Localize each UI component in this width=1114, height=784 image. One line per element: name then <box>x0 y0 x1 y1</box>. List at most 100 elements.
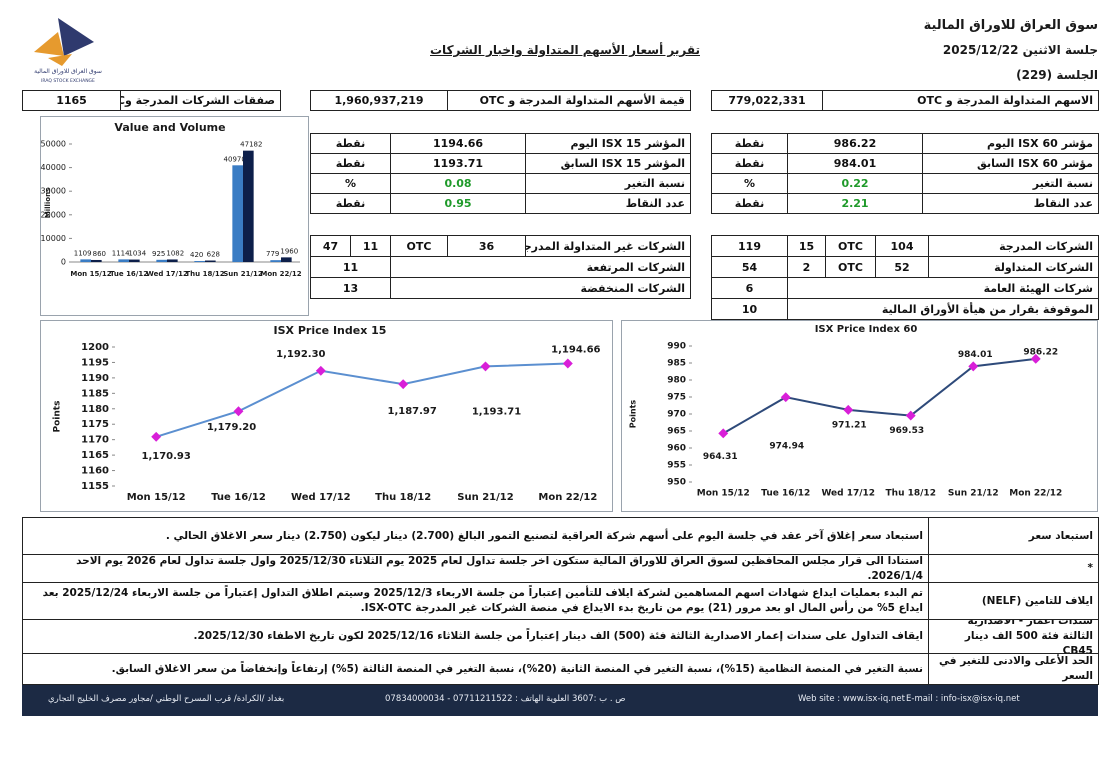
note-label: سندات اعمار - الاصدارية الثالثة فئة 500 … <box>928 619 1099 654</box>
y-axis-label: Millions <box>44 188 52 219</box>
row-label: الموقوفة بقرار من هيأة الأوراق المالية <box>787 298 1099 320</box>
row-label: المؤشر ISX 15 السابق <box>525 153 691 174</box>
bar <box>232 165 243 262</box>
data-label: 971.21 <box>832 420 867 430</box>
y-tick-label: 950 <box>667 478 686 488</box>
y-tick-label: 1165 <box>81 450 109 461</box>
note-label: ايلاف للتامين (NELF) <box>928 582 1099 620</box>
note-label: * <box>928 554 1099 583</box>
y-tick-label: 1175 <box>81 419 109 430</box>
marker <box>718 428 729 439</box>
bar <box>129 259 140 262</box>
y-tick-label: 1180 <box>81 404 109 415</box>
x-tick-label: Sun 21/12 <box>948 489 999 499</box>
row-label: الشركات المنخفضة <box>390 277 691 299</box>
unit: % <box>310 173 391 194</box>
x-tick-label: Mon 22/12 <box>538 492 597 503</box>
y-tick-label: 10000 <box>41 234 66 243</box>
row-label: مؤشر ISX 60 اليوم <box>922 133 1099 154</box>
y-tick-label: 1160 <box>81 466 109 477</box>
y-tick-label: 1155 <box>81 481 109 492</box>
index-value: 1194.66 <box>390 133 526 154</box>
index-value: 0.22 <box>787 173 923 194</box>
table-cell: 119 <box>711 235 788 257</box>
x-tick-label: Sun 21/12 <box>457 492 513 503</box>
table-cell: 11 <box>350 235 391 257</box>
row-label: الشركات المتداولة <box>928 256 1099 278</box>
data-label: 779 <box>266 250 279 258</box>
row-label: الشركات غير المتداولة المدرجة <box>525 235 691 257</box>
summary-label: قيمة الأسهم المتداولة المدرجة و OTC <box>447 90 691 111</box>
table-cell: OTC <box>390 235 448 257</box>
logo-shape <box>34 32 64 56</box>
y-tick-label: 1195 <box>81 357 109 368</box>
marker <box>480 361 491 372</box>
row-label: الشركات المدرجة <box>928 235 1099 257</box>
y-axis-label: Points <box>53 401 63 433</box>
session-date: جلسة الاثنين 2025/12/22 <box>942 43 1098 57</box>
note-label: استبعاد سعر <box>928 517 1099 555</box>
chart-frame <box>40 116 309 316</box>
index-value: 0.95 <box>390 193 526 214</box>
unit: % <box>711 173 788 194</box>
y-tick-label: 1185 <box>81 388 109 399</box>
y-tick-label: 975 <box>667 393 686 403</box>
data-label: 1,170.93 <box>141 451 190 462</box>
table-cell: 52 <box>875 256 929 278</box>
exchange-name: سوق العراق للاوراق المالية <box>923 18 1098 33</box>
table-cell: 2 <box>787 256 826 278</box>
bar <box>80 259 91 262</box>
table-cell: 13 <box>310 277 391 299</box>
table-cell: 11 <box>310 256 391 278</box>
data-label: 1109 <box>74 249 92 257</box>
table-cell: 10 <box>711 298 788 320</box>
unit: نقطة <box>310 193 391 214</box>
data-label: 974.94 <box>769 442 804 452</box>
bar <box>167 259 178 262</box>
footer-phone: ص . ب :3607 العلوية الهاتف : 07711211522… <box>385 694 626 704</box>
summary-label: الاسهم المتداولة المدرجة و OTC <box>822 90 1099 111</box>
data-label: 1,193.71 <box>472 406 521 417</box>
bar <box>194 261 205 262</box>
data-label: 1,187.97 <box>387 406 436 417</box>
row-label: المؤشر ISX 15 اليوم <box>525 133 691 154</box>
marker <box>315 365 326 376</box>
note-text: استبعاد سعر إغلاق آخر عقد في جلسة اليوم … <box>22 517 929 555</box>
marker <box>562 358 573 369</box>
chart-title: ISX Price Index 15 <box>274 324 387 337</box>
unit: نقطة <box>310 133 391 154</box>
line <box>722 357 1036 435</box>
x-tick-label: Wed 17/12 <box>291 492 351 503</box>
data-label: 628 <box>207 251 220 259</box>
x-tick-label: Tue 16/12 <box>761 489 810 499</box>
bar <box>91 259 102 262</box>
index-value: 986.22 <box>787 133 923 154</box>
row-label: نسبة التغير <box>922 173 1099 194</box>
x-tick-label: Mon 22/12 <box>260 270 301 278</box>
unit: نقطة <box>711 153 788 174</box>
y-tick-label: 970 <box>667 410 686 420</box>
y-tick-label: 30000 <box>41 187 66 196</box>
data-label: 1114 <box>112 249 130 257</box>
table-cell: 47 <box>310 235 351 257</box>
data-label: 1034 <box>128 250 146 258</box>
data-label: 969.53 <box>889 426 924 436</box>
y-tick-label: 955 <box>667 461 686 471</box>
footer-website: Web site : www.isx-iq.net <box>798 694 905 704</box>
table-cell: OTC <box>825 256 876 278</box>
table-cell: 104 <box>875 235 929 257</box>
x-tick-label: Sun 21/12 <box>223 270 263 278</box>
logo-shape <box>58 18 94 56</box>
marker <box>780 392 791 403</box>
bar <box>243 150 254 262</box>
row-label: مؤشر ISX 60 السابق <box>922 153 1099 174</box>
y-tick-label: 50000 <box>41 140 66 149</box>
marker <box>843 404 854 415</box>
unit: نقطة <box>310 153 391 174</box>
bar <box>156 259 167 262</box>
summary-value: 1,960,937,219 <box>310 90 448 111</box>
table-cell: OTC <box>825 235 876 257</box>
row-label: الشركات المرتفعة <box>390 256 691 278</box>
x-tick-label: Tue 16/12 <box>110 270 148 278</box>
